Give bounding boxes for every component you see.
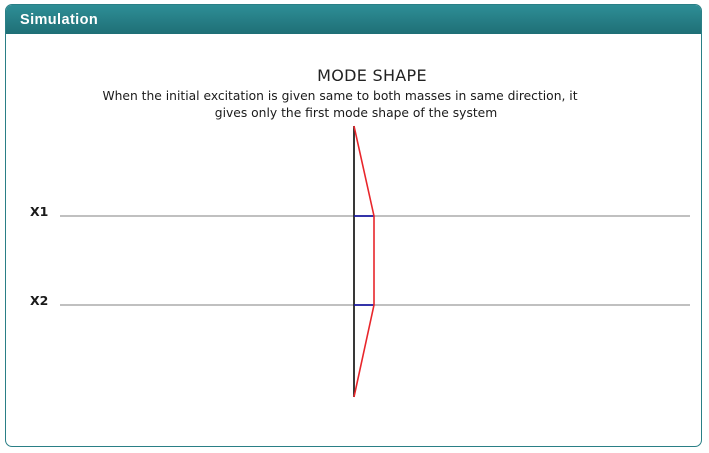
panel-title: Simulation: [20, 11, 99, 28]
diagram-description-line1: When the initial excitation is given sam…: [102, 89, 577, 103]
first-mode-shape-curve: [353, 125, 375, 398]
panel-header: Simulation: [6, 5, 701, 34]
diagram-heading: MODE SHAPE: [317, 66, 427, 85]
diagram-description-line2: gives only the first mode shape of the s…: [215, 106, 497, 120]
x1-label: X1: [30, 204, 48, 219]
x2-label: X2: [30, 293, 48, 308]
